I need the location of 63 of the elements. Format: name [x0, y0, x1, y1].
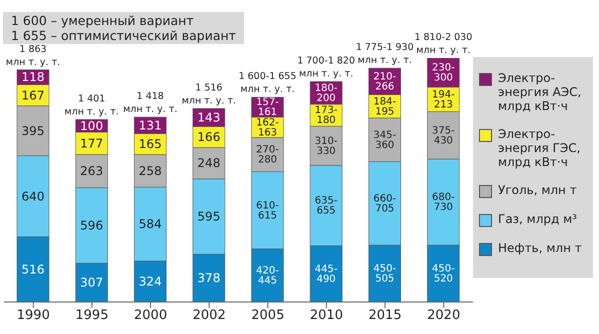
data-label: 640	[22, 189, 44, 204]
x-tick-label: 2015	[368, 308, 402, 324]
data-label: 596	[80, 218, 104, 232]
legend-label: Электро-энергия ГЭС, млрд кВт·ч	[498, 126, 582, 168]
data-label: 167	[22, 88, 44, 102]
x-tick-label: 2005	[251, 308, 284, 324]
legend-label: Нефть, млн т	[498, 240, 582, 254]
data-label: 157-161	[256, 96, 280, 118]
chart-subtitle: 1 655 – оптимистический вариант	[11, 28, 236, 43]
data-label: 307	[80, 276, 104, 290]
data-label: 270-280	[256, 144, 280, 166]
data-label: 162-163	[256, 116, 280, 138]
annotation: 1 775-1 930 млн т. у. т.	[356, 42, 414, 66]
data-label: 635-655	[314, 195, 338, 216]
data-label: 420-445	[256, 264, 280, 286]
annotation: 1 401 млн т. у. т.	[64, 93, 119, 118]
chart-title: 1 600 – умеренный вариант	[11, 13, 195, 28]
data-label: 173-180	[314, 104, 338, 126]
data-label: 395	[22, 124, 44, 138]
data-label: 310-330	[314, 135, 338, 156]
data-label: 248	[197, 156, 220, 170]
data-label: 324	[138, 274, 162, 289]
data-label: 660-705	[373, 192, 396, 214]
legend-label: Газ, млрд м³	[498, 212, 578, 226]
x-tick-label: 2002	[192, 308, 226, 324]
x-tick-label: 2020	[427, 308, 460, 324]
x-tick-label: 1995	[75, 308, 108, 324]
data-label: 263	[80, 164, 104, 178]
data-label: 184-195	[373, 96, 396, 117]
data-label: 375-430	[432, 124, 456, 146]
x-tick-label: 1990	[16, 308, 50, 324]
legend-label: Электро-энергия АЭС, млрд кВт·ч	[498, 70, 582, 112]
data-label: 131	[138, 118, 162, 132]
data-label: 450-505	[373, 263, 396, 284]
data-label: 595	[197, 210, 220, 224]
data-label: 210-266	[373, 70, 396, 92]
annotation: 1 600-1 655 млн т. у. т.	[238, 71, 296, 96]
data-label: 100	[80, 118, 104, 133]
data-label: 584	[138, 217, 162, 232]
data-label: 345-360	[373, 129, 396, 150]
annotation: 1 700-1 820 млн т. у. т.	[297, 56, 356, 80]
data-label: 118	[22, 70, 44, 84]
data-label: 258	[138, 164, 162, 178]
data-label: 230-300	[432, 62, 456, 84]
annotation: 1 516 млн т. у. т.	[182, 82, 236, 106]
legend-label: Уголь, млн т	[498, 182, 578, 196]
data-label: 680-730	[432, 192, 456, 213]
x-tick-label: 2000	[134, 308, 168, 324]
data-label: 143	[197, 110, 220, 125]
text: 1 810-2 030 млн т. у. т.	[414, 32, 472, 56]
annotation: 1 418 млн т. у. т.	[123, 91, 178, 116]
data-label: 516	[22, 262, 44, 276]
data-label: 166	[197, 130, 220, 144]
data-label: 165	[138, 137, 162, 152]
data-label: 378	[197, 271, 220, 286]
data-label: 610-615	[256, 200, 280, 221]
data-label: 177	[80, 136, 104, 150]
data-label: 445-490	[314, 263, 338, 284]
x-tick-label: 2010	[310, 308, 343, 324]
data-label: 180-200	[314, 82, 338, 104]
annotation: 1 863 млн т. у. т.	[6, 44, 60, 68]
data-label: 450-520	[432, 263, 456, 284]
data-label: 194-213	[432, 88, 456, 110]
